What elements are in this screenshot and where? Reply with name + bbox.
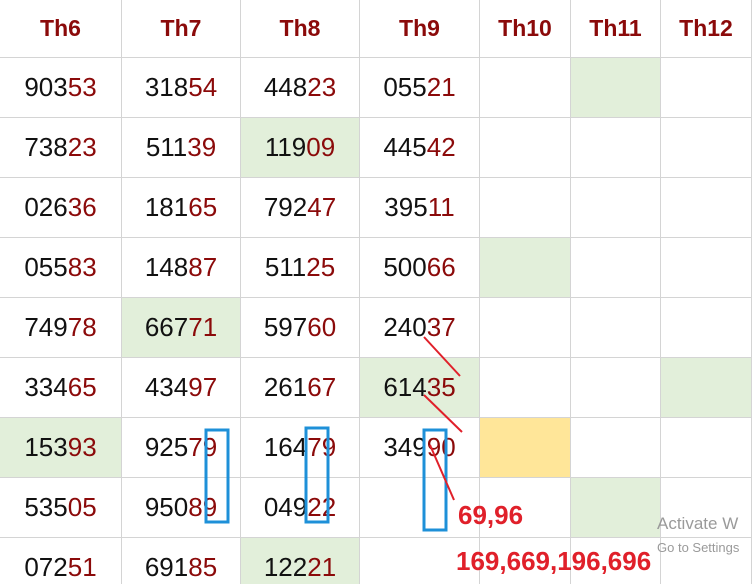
cell — [480, 298, 571, 358]
cell: 164 79 — [241, 418, 360, 478]
cell — [661, 358, 752, 418]
cell — [360, 478, 480, 538]
cell — [661, 298, 752, 358]
cell: 055 83 — [0, 238, 122, 298]
cell: 445 42 — [360, 118, 480, 178]
cell: 749 78 — [0, 298, 122, 358]
cell: 119 09 — [241, 118, 360, 178]
cell: 535 05 — [0, 478, 122, 538]
cell: 903 53 — [0, 58, 122, 118]
cell: 925 79 — [122, 418, 241, 478]
cell — [480, 358, 571, 418]
cell: 049 22 — [241, 478, 360, 538]
cell — [571, 358, 661, 418]
column-header: Th12 — [661, 0, 752, 58]
column-header: Th6 — [0, 0, 122, 58]
cell: 691 85 — [122, 538, 241, 584]
cell: 318 54 — [122, 58, 241, 118]
cell — [661, 478, 752, 538]
highlight-box — [204, 428, 230, 524]
cell — [571, 238, 661, 298]
arrow-line — [429, 444, 455, 501]
cell: 072 51 — [0, 538, 122, 584]
cell — [480, 538, 571, 584]
cell — [571, 118, 661, 178]
cell — [571, 298, 661, 358]
column-header: Th8 — [241, 0, 360, 58]
cell: 334 65 — [0, 358, 122, 418]
cell — [360, 538, 480, 584]
cell: 055 21 — [360, 58, 480, 118]
cell — [480, 238, 571, 298]
highlight-box — [422, 428, 448, 532]
cell — [480, 118, 571, 178]
cell: 240 37 — [360, 298, 480, 358]
cell: 738 23 — [0, 118, 122, 178]
cell: 349 90 — [360, 418, 480, 478]
cell — [480, 418, 571, 478]
cell: 261 67 — [241, 358, 360, 418]
watermark-subtitle: Go to Settings — [657, 540, 740, 555]
cell: 122 21 — [241, 538, 360, 584]
annotation: 69,96 — [458, 500, 524, 530]
cell — [571, 178, 661, 238]
cell — [480, 178, 571, 238]
cell — [480, 58, 571, 118]
cell: 511 39 — [122, 118, 241, 178]
arrow-line — [423, 394, 463, 433]
cell — [661, 58, 752, 118]
cell: 950 89 — [122, 478, 241, 538]
column-header: Th11 — [571, 0, 661, 58]
cell — [661, 418, 752, 478]
cell: 511 25 — [241, 238, 360, 298]
cell — [571, 58, 661, 118]
cell: 500 66 — [360, 238, 480, 298]
cell: 153 93 — [0, 418, 122, 478]
cell: 614 35 — [360, 358, 480, 418]
cell: 792 47 — [241, 178, 360, 238]
cell — [661, 118, 752, 178]
cell: 448 23 — [241, 58, 360, 118]
cell — [571, 418, 661, 478]
cell: 026 36 — [0, 178, 122, 238]
annotation: 169,669,196,696 — [456, 546, 652, 576]
cell — [571, 538, 661, 584]
cell: 148 87 — [122, 238, 241, 298]
arrow-line — [423, 336, 461, 377]
column-header: Th9 — [360, 0, 480, 58]
cell: 597 60 — [241, 298, 360, 358]
cell: 395 11 — [360, 178, 480, 238]
cell: 667 71 — [122, 298, 241, 358]
column-header: Th10 — [480, 0, 571, 58]
cell — [480, 478, 571, 538]
cell: 434 97 — [122, 358, 241, 418]
highlight-box — [304, 426, 330, 524]
column-header: Th7 — [122, 0, 241, 58]
watermark-title: Activate W — [657, 514, 739, 533]
cell — [661, 238, 752, 298]
cell — [571, 478, 661, 538]
cell: 181 65 — [122, 178, 241, 238]
